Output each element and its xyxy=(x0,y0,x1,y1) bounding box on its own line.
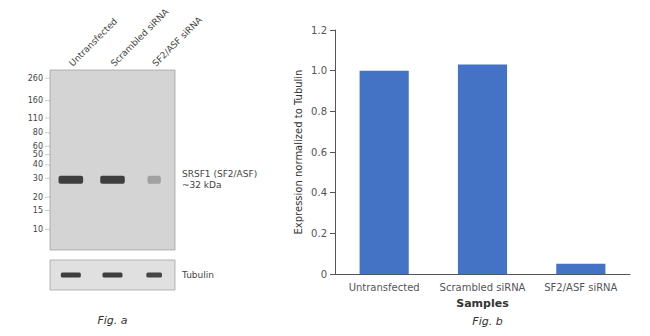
svg-text:1.2: 1.2 xyxy=(311,25,327,36)
svg-text:260: 260 xyxy=(28,74,43,83)
svg-text:Untransfected: Untransfected xyxy=(67,16,120,69)
svg-text:Samples: Samples xyxy=(456,297,509,310)
svg-text:1.0: 1.0 xyxy=(311,65,327,76)
svg-text:40: 40 xyxy=(33,160,43,169)
svg-text:Fig. b: Fig. b xyxy=(472,315,502,328)
svg-text:Fig. a: Fig. a xyxy=(97,314,127,327)
svg-text:110: 110 xyxy=(28,114,43,123)
svg-text:160: 160 xyxy=(28,96,43,105)
svg-text:10: 10 xyxy=(33,225,43,234)
svg-text:0.6: 0.6 xyxy=(311,147,327,158)
svg-text:15: 15 xyxy=(33,206,43,215)
svg-text:SRSF1 (SF2/ASF): SRSF1 (SF2/ASF) xyxy=(182,169,257,179)
svg-text:SF2/ASF siRNA: SF2/ASF siRNA xyxy=(150,14,204,68)
svg-text:20: 20 xyxy=(33,193,43,202)
svg-text:~32 kDa: ~32 kDa xyxy=(182,180,222,190)
svg-text:0.2: 0.2 xyxy=(311,228,327,239)
svg-text:Tubulin: Tubulin xyxy=(181,270,214,280)
svg-text:Expression normalized to Tubul: Expression normalized to Tubulin xyxy=(293,70,304,235)
svg-text:SF2/ASF siRNA: SF2/ASF siRNA xyxy=(544,282,617,293)
svg-text:Scrambled siRNA: Scrambled siRNA xyxy=(108,6,171,69)
svg-text:0: 0 xyxy=(321,269,327,280)
svg-text:80: 80 xyxy=(33,128,43,137)
svg-text:50: 50 xyxy=(33,150,43,159)
svg-text:30: 30 xyxy=(33,174,43,183)
svg-text:Untransfected: Untransfected xyxy=(349,282,420,293)
svg-text:0.8: 0.8 xyxy=(311,106,327,117)
svg-text:60: 60 xyxy=(32,141,43,151)
svg-text:0.4: 0.4 xyxy=(311,187,327,198)
svg-text:Scrambled siRNA: Scrambled siRNA xyxy=(440,282,526,293)
